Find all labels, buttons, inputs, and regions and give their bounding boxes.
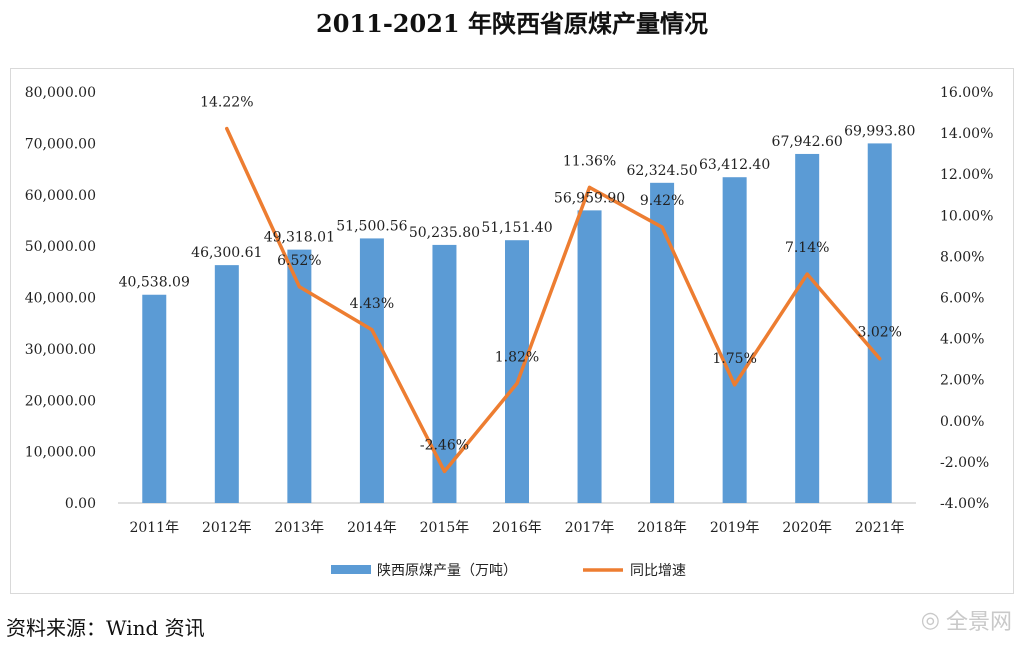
bar bbox=[142, 294, 167, 503]
y-right-tick-label: 0.00% bbox=[940, 414, 984, 430]
y-left-tick-label: 0.00 bbox=[65, 496, 96, 512]
y-right-tick-label: 2.00% bbox=[940, 373, 984, 389]
line-data-label: 7.14% bbox=[785, 240, 829, 256]
line-data-label: -2.46% bbox=[420, 437, 469, 453]
bar-data-label: 56,959.90 bbox=[554, 190, 625, 206]
x-tick-label: 2021年 bbox=[855, 520, 905, 536]
bar-data-label: 46,300.61 bbox=[191, 245, 262, 261]
y-right-tick-label: 4.00% bbox=[940, 332, 984, 348]
legend-line-label: 同比增速 bbox=[630, 563, 686, 579]
y-right-tick-label: 8.00% bbox=[940, 249, 984, 265]
bar-data-label: 62,324.50 bbox=[626, 163, 697, 179]
x-tick-label: 2012年 bbox=[202, 520, 252, 536]
bar-data-label: 49,318.01 bbox=[264, 230, 335, 246]
chart-svg: 0.00 10,000.00 20,000.00 30,000.00 40,000.00… bbox=[25, 85, 994, 579]
y-left-tick-label: 70,000.00 bbox=[25, 136, 96, 152]
line-data-label: 6.52% bbox=[277, 253, 321, 269]
x-tick-label: 2019年 bbox=[710, 520, 760, 536]
bar-data-label: 40,538.09 bbox=[119, 275, 190, 291]
legend-bar-label: 陕西原煤产量（万吨） bbox=[377, 563, 517, 579]
line-point bbox=[733, 383, 737, 387]
bar bbox=[359, 238, 384, 503]
bar bbox=[577, 210, 602, 503]
line-point bbox=[515, 381, 519, 385]
bar-data-label: 67,942.60 bbox=[772, 134, 843, 150]
line-point bbox=[297, 285, 301, 289]
bar-data-label: 63,412.40 bbox=[699, 157, 770, 173]
bar bbox=[214, 265, 239, 503]
line-point bbox=[878, 357, 882, 361]
y-left-tick-label: 50,000.00 bbox=[25, 239, 96, 255]
line-point bbox=[370, 328, 374, 332]
bar bbox=[795, 153, 820, 503]
weibo-icon: ◎ bbox=[920, 607, 940, 633]
y-right-tick-label: 16.00% bbox=[940, 85, 993, 101]
chart-title: 2011-2021 年陕西省原煤产量情况 bbox=[316, 9, 708, 38]
source-note: 资料来源：Wind 资讯 bbox=[6, 616, 205, 640]
y-left-tick-label: 80,000.00 bbox=[25, 85, 96, 101]
y-right-tick-label: -4.00% bbox=[940, 496, 989, 512]
line-data-label: 9.42% bbox=[640, 193, 684, 209]
x-tick-label: 2018年 bbox=[637, 520, 687, 536]
chart-frame bbox=[10, 68, 1014, 594]
bar bbox=[722, 177, 747, 503]
bar-data-label: 51,151.40 bbox=[481, 220, 552, 236]
bar bbox=[867, 143, 892, 503]
legend-bar-swatch bbox=[331, 565, 371, 574]
x-tick-label: 2014年 bbox=[347, 520, 397, 536]
y-right-tick-label: 14.00% bbox=[940, 126, 993, 142]
bar-data-label: 51,500.56 bbox=[336, 218, 407, 234]
x-tick-label: 2020年 bbox=[782, 520, 832, 536]
line-data-label: 14.22% bbox=[200, 95, 253, 111]
y-left-tick-label: 20,000.00 bbox=[25, 393, 96, 409]
bar bbox=[650, 182, 675, 504]
x-tick-label: 2013年 bbox=[275, 520, 325, 536]
bar bbox=[432, 244, 457, 503]
y-right-tick-label: 6.00% bbox=[940, 291, 984, 307]
line-point bbox=[442, 469, 447, 473]
x-tick-label: 2015年 bbox=[420, 520, 470, 536]
line-point bbox=[587, 185, 592, 189]
line-data-label: 1.75% bbox=[712, 351, 756, 367]
y-left-tick-label: 40,000.00 bbox=[25, 291, 96, 307]
y-left-tick-label: 30,000.00 bbox=[25, 342, 96, 358]
y-right-tick-label: 12.00% bbox=[940, 167, 993, 183]
bar bbox=[505, 240, 529, 503]
y-left-tick-label: 10,000.00 bbox=[25, 445, 96, 461]
line-point bbox=[805, 272, 809, 276]
bar-data-label: 50,235.80 bbox=[409, 225, 480, 241]
bar-data-label: 69,993.80 bbox=[844, 123, 915, 139]
x-tick-label: 2011年 bbox=[129, 520, 179, 536]
x-tick-label: 2016年 bbox=[492, 520, 542, 536]
line-point bbox=[225, 126, 229, 131]
x-tick-label: 2017年 bbox=[565, 520, 615, 536]
line-data-label: 1.82% bbox=[495, 349, 539, 365]
line-data-label: 4.43% bbox=[350, 296, 394, 312]
line-series-growth bbox=[225, 126, 882, 474]
y-right-tick-label: 10.00% bbox=[940, 208, 993, 224]
watermark: ◎ 全景网 bbox=[921, 604, 1012, 636]
line-point bbox=[660, 225, 664, 229]
line-data-label: 3.02% bbox=[857, 325, 901, 341]
line-data-label: 11.36% bbox=[563, 153, 616, 169]
y-left-tick-label: 60,000.00 bbox=[25, 188, 96, 204]
watermark-text: 全景网 bbox=[945, 610, 1012, 635]
y-right-tick-label: -2.00% bbox=[940, 455, 989, 471]
